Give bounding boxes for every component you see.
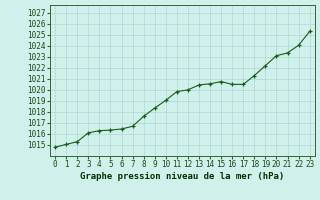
- X-axis label: Graphe pression niveau de la mer (hPa): Graphe pression niveau de la mer (hPa): [80, 172, 284, 181]
